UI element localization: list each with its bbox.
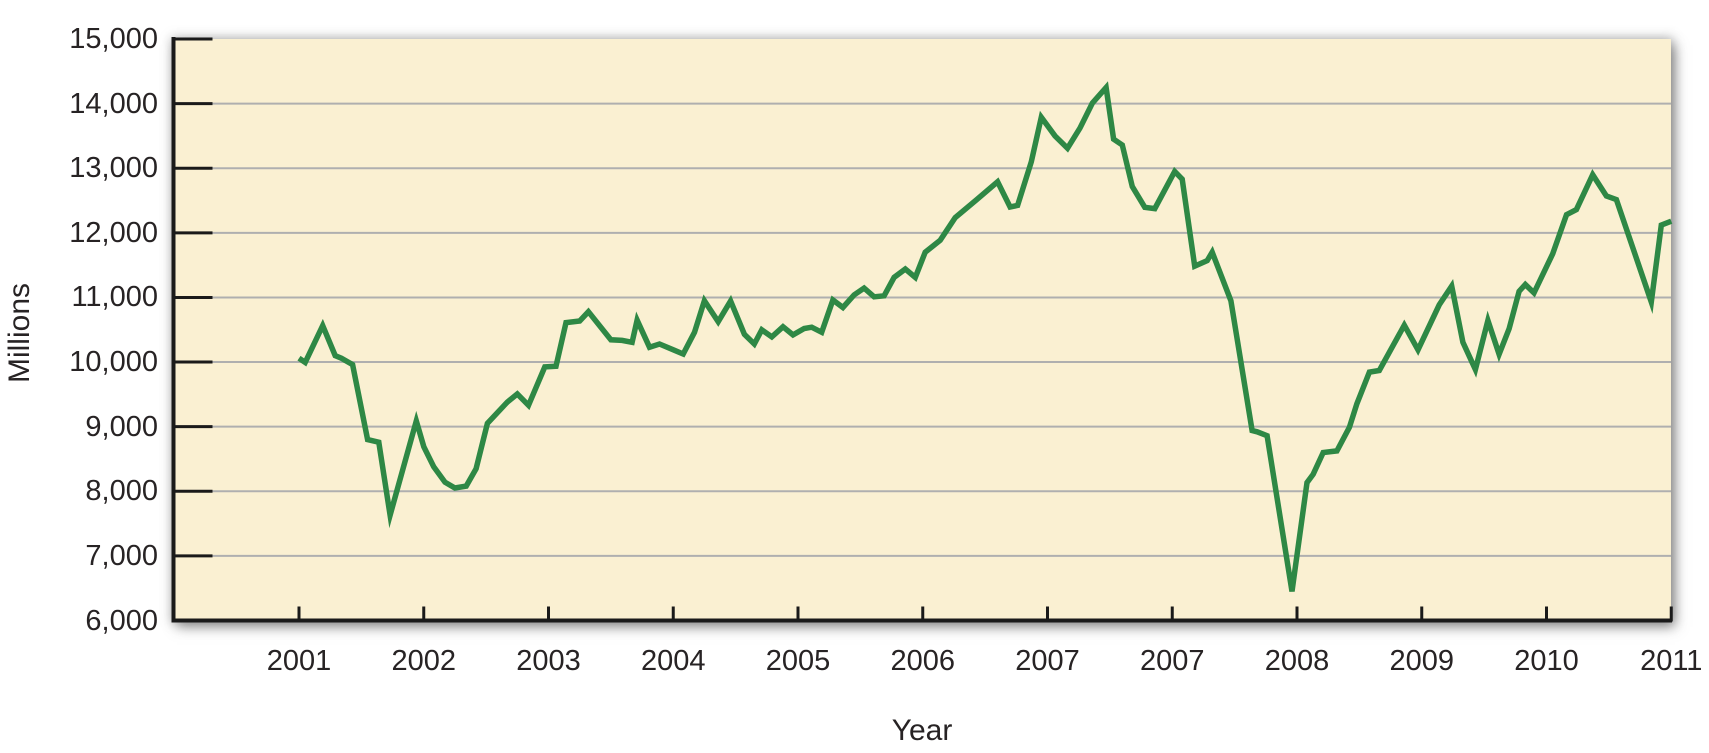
y-axis-title: Millions <box>3 282 36 384</box>
data-line <box>297 81 1673 592</box>
x-axis-title: Year <box>891 714 953 747</box>
y-tick-label: 15,000 <box>69 23 158 55</box>
x-tick-label: 2006 <box>890 645 955 677</box>
y-tick-label: 7,000 <box>85 539 158 572</box>
x-tick-label: 2007 <box>1015 645 1080 677</box>
y-tick-label: 13,000 <box>69 152 158 185</box>
y-tick-label: 14,000 <box>69 87 158 120</box>
y-tick-label: 11,000 <box>71 281 158 314</box>
x-tick-label: 2010 <box>1514 645 1579 677</box>
x-tick-label: 2009 <box>1389 645 1454 677</box>
y-tick-label: 6,000 <box>85 604 158 637</box>
y-tick-label: 10,000 <box>69 346 158 379</box>
x-tick-label: 2001 <box>266 645 332 677</box>
y-tick-label: 8,000 <box>85 475 158 508</box>
x-tick-label: 2007 <box>1139 645 1205 677</box>
plot-background <box>173 39 1671 621</box>
y-tick-label: 12,000 <box>69 216 158 249</box>
x-tick-label: 2011 <box>1640 645 1703 677</box>
x-tick-label: 2008 <box>1264 645 1330 677</box>
y-tick-label: 9,000 <box>85 410 158 443</box>
x-tick-label: 2005 <box>765 645 831 677</box>
x-tick-label: 2004 <box>640 645 706 677</box>
x-tick-label: 2002 <box>391 645 456 677</box>
x-tick-label: 2003 <box>516 645 581 677</box>
